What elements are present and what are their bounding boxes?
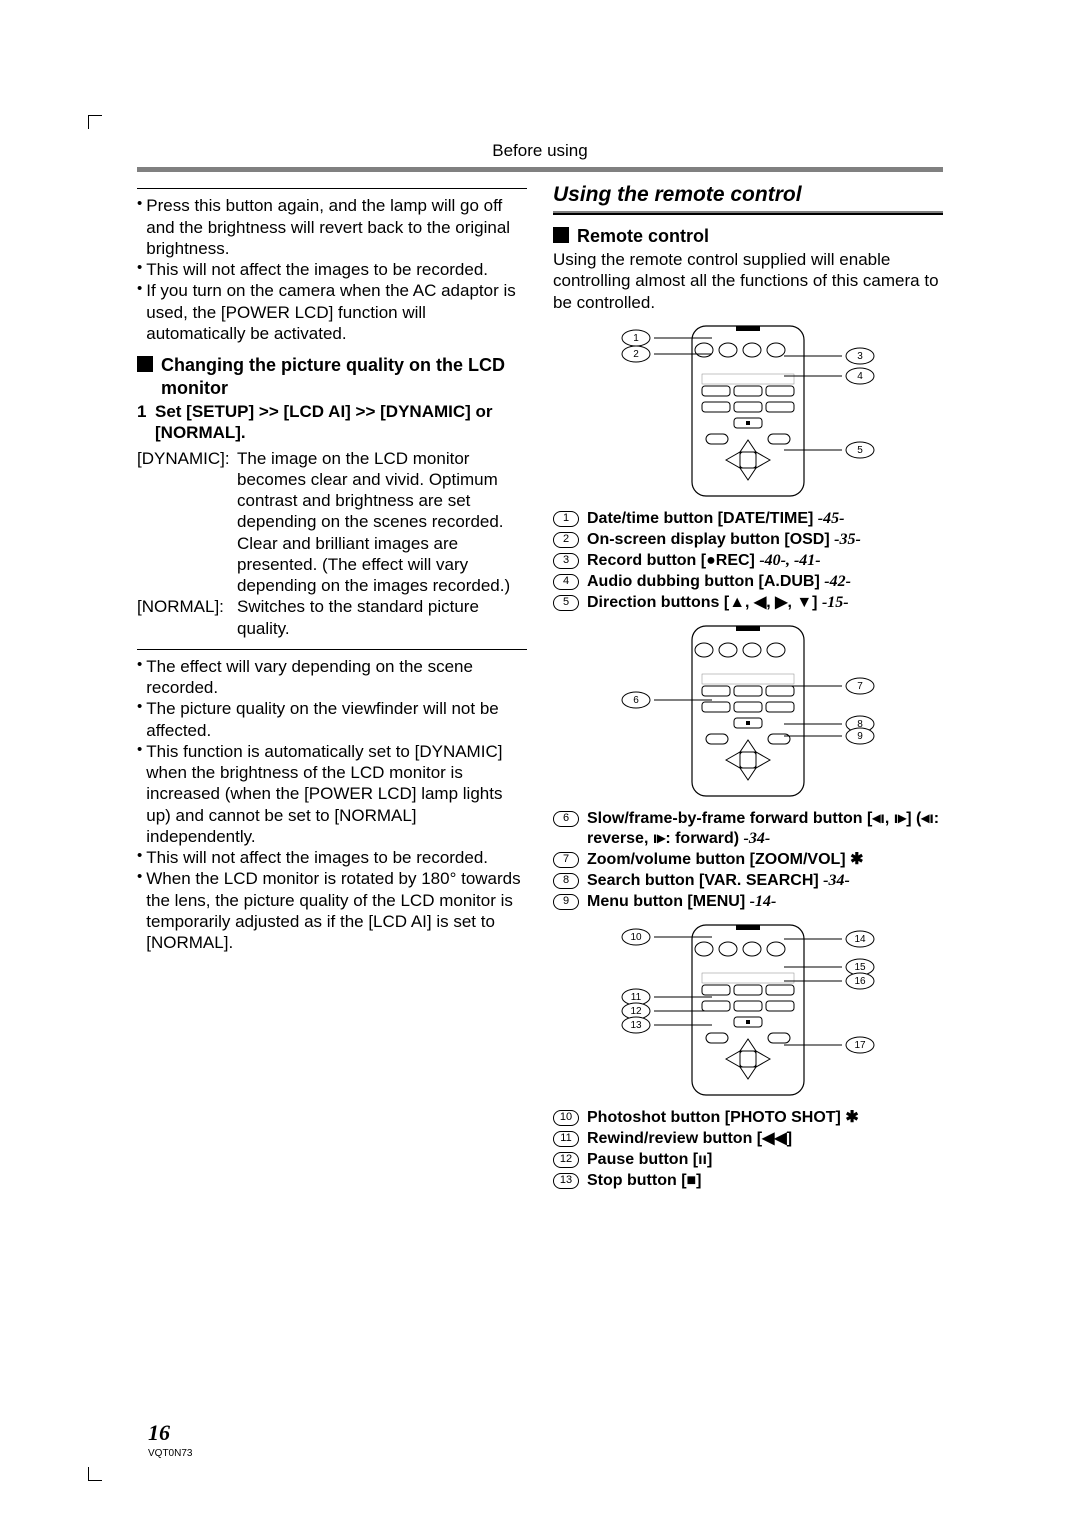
- svg-text:2: 2: [633, 349, 639, 360]
- callout-number: 8: [553, 873, 579, 889]
- left-column: Press this button again, and the lamp wi…: [137, 182, 527, 1193]
- callout-item: 2 On-screen display button [OSD] -35-: [553, 530, 943, 550]
- bullet-item: This function is automatically set to [D…: [137, 741, 527, 847]
- bullet-item: Press this button again, and the lamp wi…: [137, 195, 527, 259]
- svg-text:4: 4: [857, 371, 863, 382]
- callout-text: Menu button [MENU] -14-: [587, 892, 943, 912]
- callout-number: 4: [553, 574, 579, 590]
- callout-text: Rewind/review button [◀◀]: [587, 1129, 943, 1149]
- svg-text:12: 12: [630, 1006, 642, 1017]
- callout-item: 12 Pause button [ıı]: [553, 1150, 943, 1170]
- bullet-list-1: Press this button again, and the lamp wi…: [137, 195, 527, 344]
- svg-text:16: 16: [854, 976, 866, 987]
- svg-text:14: 14: [854, 934, 866, 945]
- callout-number: 3: [553, 553, 579, 569]
- intro-text: Using the remote control supplied will e…: [553, 249, 943, 313]
- bullet-item: When the LCD monitor is rotated by 180° …: [137, 868, 527, 953]
- callout-text: Pause button [ıı]: [587, 1150, 943, 1170]
- square-bullet-icon: [137, 356, 153, 372]
- callout-number: 5: [553, 595, 579, 611]
- svg-text:1: 1: [633, 333, 639, 344]
- svg-text:11: 11: [631, 992, 642, 1003]
- remote-figure-1: 1 2 3 4 5: [553, 323, 943, 499]
- svg-text:6: 6: [633, 695, 639, 706]
- callout-item: 7 Zoom/volume button [ZOOM/VOL] ✱: [553, 850, 943, 870]
- bullet-item: The effect will vary depending on the sc…: [137, 656, 527, 699]
- callout-text: Photoshot button [PHOTO SHOT] ✱: [587, 1108, 943, 1128]
- bullet-item: If you turn on the camera when the AC ad…: [137, 280, 527, 344]
- callout-text: Search button [VAR. SEARCH] -34-: [587, 871, 943, 891]
- bullet-item: The picture quality on the viewfinder wi…: [137, 698, 527, 741]
- callout-number: 6: [553, 811, 579, 827]
- callout-item: 13 Stop button [■]: [553, 1171, 943, 1191]
- callout-text: Date/time button [DATE/TIME] -45-: [587, 509, 943, 529]
- callout-number: 11: [553, 1131, 579, 1147]
- section-header: Before using: [137, 140, 943, 161]
- svg-text:3: 3: [857, 351, 863, 362]
- svg-text:7: 7: [857, 681, 863, 692]
- bullet-item: This will not affect the images to be re…: [137, 259, 527, 280]
- subheading-lcd: Changing the picture quality on the LCD …: [137, 354, 527, 399]
- callout-text: Direction buttons [▲, ◀, ▶, ▼] -15-: [587, 593, 943, 613]
- callout-text: Stop button [■]: [587, 1171, 943, 1191]
- callout-item: 6 Slow/frame-by-frame forward button [◂ı,…: [553, 809, 943, 849]
- callout-number: 10: [553, 1110, 579, 1126]
- callout-text: Record button [●REC] -40-, -41-: [587, 551, 943, 571]
- doc-number: VQT0N73: [148, 1448, 192, 1461]
- callout-item: 1 Date/time button [DATE/TIME] -45-: [553, 509, 943, 529]
- remote-figure-2: 6789: [553, 623, 943, 799]
- callout-list-1: 1 Date/time button [DATE/TIME] -45- 2 On-sc…: [553, 509, 943, 613]
- callout-item: 8 Search button [VAR. SEARCH] -34-: [553, 871, 943, 891]
- header-rule: [137, 167, 943, 172]
- svg-text:13: 13: [630, 1020, 642, 1031]
- svg-text:15: 15: [854, 962, 866, 973]
- callout-text: Slow/frame-by-frame forward button [◂ı, …: [587, 809, 943, 849]
- svg-text:10: 10: [630, 932, 642, 943]
- svg-text:9: 9: [857, 731, 863, 742]
- right-column: Using the remote control Remote control …: [553, 182, 943, 1193]
- callout-number: 7: [553, 852, 579, 868]
- callout-list-3: 10 Photoshot button [PHOTO SHOT] ✱ 11 Rewin…: [553, 1108, 943, 1191]
- callout-number: 1: [553, 511, 579, 527]
- using-remote-title: Using the remote control: [553, 182, 943, 208]
- remote-figure-3: 10 11 12 13 14 15 16 17: [553, 922, 943, 1098]
- callout-text: Audio dubbing button [A.DUB] -42-: [587, 572, 943, 592]
- callout-number: 9: [553, 894, 579, 910]
- callout-number: 13: [553, 1173, 579, 1189]
- svg-text:17: 17: [854, 1040, 866, 1051]
- callout-number: 12: [553, 1152, 579, 1168]
- square-bullet-icon: [553, 227, 569, 243]
- callout-item: 9 Menu button [MENU] -14-: [553, 892, 943, 912]
- callout-number: 2: [553, 532, 579, 548]
- callout-item: 4 Audio dubbing button [A.DUB] -42-: [553, 572, 943, 592]
- callout-text: On-screen display button [OSD] -35-: [587, 530, 943, 550]
- svg-text:5: 5: [857, 445, 863, 456]
- callout-list-2: 6 Slow/frame-by-frame forward button [◂ı,…: [553, 809, 943, 912]
- callout-item: 10 Photoshot button [PHOTO SHOT] ✱: [553, 1108, 943, 1128]
- bullet-item: This will not affect the images to be re…: [137, 847, 527, 868]
- callout-item: 11 Rewind/review button [◀◀]: [553, 1129, 943, 1149]
- page-number: 16: [148, 1419, 170, 1447]
- page-content: Before using Press this button again, an…: [137, 100, 943, 1193]
- bullet-list-2: The effect will vary depending on the sc…: [137, 656, 527, 954]
- callout-item: 3 Record button [●REC] -40-, -41-: [553, 551, 943, 571]
- callout-text: Zoom/volume button [ZOOM/VOL] ✱: [587, 850, 943, 870]
- callout-item: 5 Direction buttons [▲, ◀, ▶, ▼] -15-: [553, 593, 943, 613]
